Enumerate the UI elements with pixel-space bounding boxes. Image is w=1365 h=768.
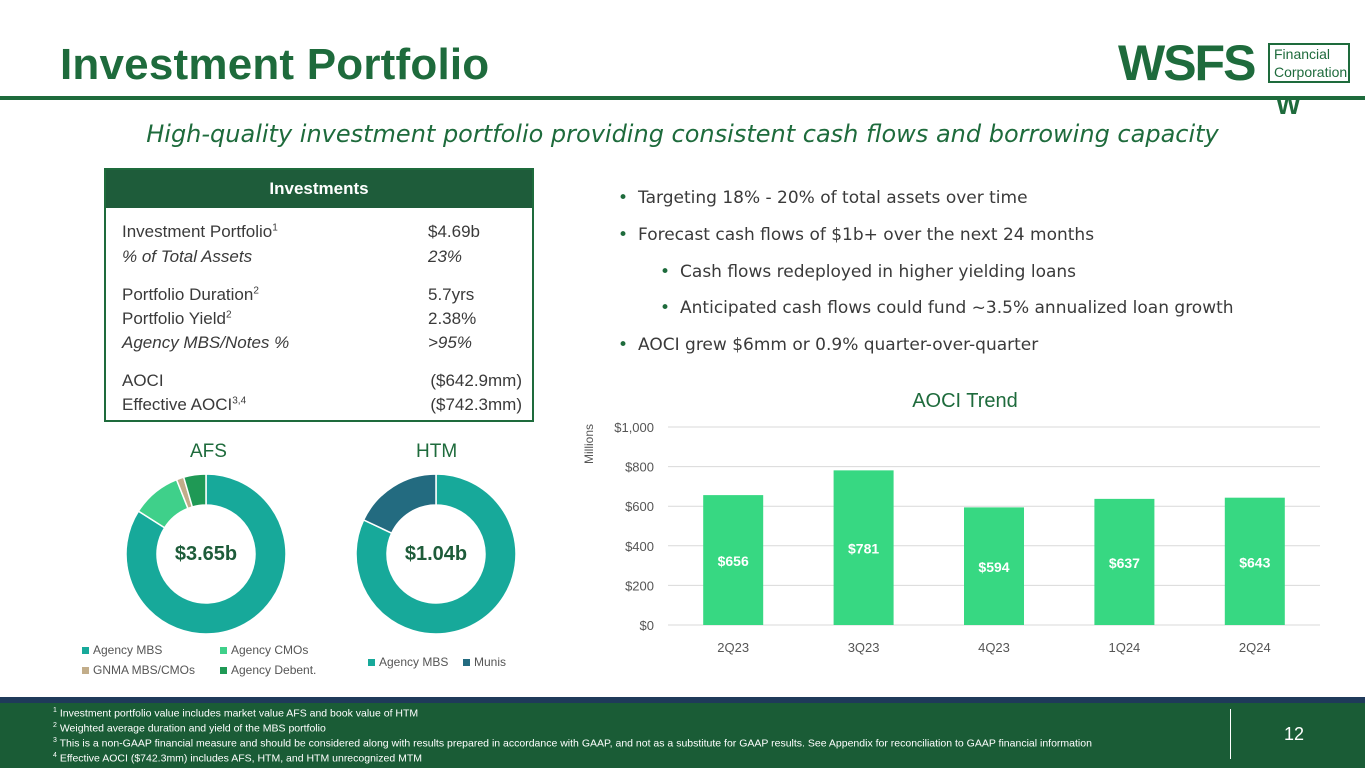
y-tick-label: $200 xyxy=(625,578,654,593)
bar-data-label: $781 xyxy=(848,541,879,557)
htm-slice-agency-mbs xyxy=(356,474,516,634)
bullet-item: • Forecast cash flows of $1b+ over the ne… xyxy=(618,225,1095,245)
bar-2q24 xyxy=(1224,497,1285,625)
y-tick-label: $800 xyxy=(625,460,654,475)
page-number: 12 xyxy=(1284,724,1305,744)
bar-1q24 xyxy=(1094,498,1155,625)
y-tick-label: $1,000 xyxy=(614,420,654,435)
title-rule xyxy=(0,96,1365,100)
bar-2q23 xyxy=(703,495,764,625)
x-tick-label: 2Q24 xyxy=(1239,640,1271,655)
row-value: ($742.3mm) xyxy=(430,395,522,414)
wsfs-logo: WSFS Financial Corporation W xyxy=(1118,35,1353,120)
afs-donut-chart xyxy=(126,474,286,634)
legend-swatch xyxy=(220,647,227,655)
afs-slice-agency-mbs xyxy=(126,474,286,634)
investments-table: Investments Investment Portfolio1 $4.69b… xyxy=(104,168,534,422)
afs-slice-agency-debent- xyxy=(182,474,207,508)
row-label: Investment Portfolio1 xyxy=(122,222,278,241)
page-title: Investment Portfolio xyxy=(60,40,490,89)
htm-slice-munis xyxy=(362,474,437,535)
y-tick-label: $0 xyxy=(640,618,654,633)
row-value: 5.7yrs xyxy=(428,285,475,304)
footer-divider xyxy=(1230,709,1231,759)
legend-swatch xyxy=(82,667,89,675)
row-label: Portfolio Duration2 xyxy=(122,285,259,304)
row-value: $4.69b xyxy=(428,222,480,241)
row-value: 23% xyxy=(428,247,463,266)
bullet-item: • AOCI grew $6mm or 0.9% quarter-over-qua… xyxy=(618,335,1039,355)
footnote-2: 2 Weighted average duration and yield of… xyxy=(53,722,326,735)
y-tick-label: $600 xyxy=(625,499,654,514)
htm-title: HTM xyxy=(416,441,458,462)
x-tick-label: 3Q23 xyxy=(848,640,880,655)
row-label: Portfolio Yield2 xyxy=(122,309,232,328)
row-value: 2.38% xyxy=(428,309,477,328)
row-label: % of Total Assets xyxy=(122,247,253,266)
bullet-item: • Targeting 18% - 20% of total assets ove… xyxy=(618,188,1028,208)
bar-data-label: $594 xyxy=(978,559,1009,575)
legend-swatch xyxy=(82,647,89,655)
logo-line1: Financial xyxy=(1274,46,1331,62)
bar-3q23 xyxy=(833,470,894,625)
x-tick-label: 4Q23 xyxy=(978,640,1010,655)
bullet-subitem: • Cash flows redeployed in higher yieldin… xyxy=(660,262,1077,282)
row-label: Effective AOCI3,4 xyxy=(122,395,247,414)
legend-swatch xyxy=(368,659,375,667)
x-tick-label: 2Q23 xyxy=(717,640,749,655)
htm-legend-agency-mbs: Agency MBS xyxy=(368,655,448,669)
investments-heading: Investments xyxy=(106,170,532,208)
htm-center-label: $1.04b xyxy=(404,543,468,565)
logo-line2: Corporation xyxy=(1274,64,1348,80)
bar-data-label: $637 xyxy=(1109,555,1140,571)
afs-title: AFS xyxy=(190,441,227,462)
bar-data-label: $656 xyxy=(718,553,749,569)
y-axis-label: Millions xyxy=(582,423,596,464)
footnote-1: 1 Investment portfolio value includes ma… xyxy=(53,707,419,720)
htm-donut-chart xyxy=(356,474,516,634)
x-tick-label: 1Q24 xyxy=(1108,640,1140,655)
legend-swatch xyxy=(463,659,470,667)
htm-legend-munis: Munis xyxy=(463,655,506,669)
row-value: ($642.9mm) xyxy=(430,371,522,390)
footer-accent-bar xyxy=(0,697,1365,703)
bullet-subitem: • Anticipated cash flows could fund ~3.5%… xyxy=(660,298,1234,318)
page-subtitle: High-quality investment portfolio provid… xyxy=(146,120,1219,148)
y-tick-label: $400 xyxy=(625,539,654,554)
afs-legend-agency-mbs: Agency MBS xyxy=(82,643,162,657)
footnote-4: 4 Effective AOCI ($742.3mm) includes AFS… xyxy=(53,752,423,765)
footnote-3: 3 This is a non-GAAP financial measure a… xyxy=(53,737,1092,750)
logo-mark: W xyxy=(1276,90,1301,120)
row-label: Agency MBS/Notes % xyxy=(122,333,290,352)
afs-legend-gnma: GNMA MBS/CMOs xyxy=(82,663,195,677)
bar-4q23 xyxy=(964,507,1024,625)
aoci-chart-title: AOCI Trend xyxy=(912,390,1018,412)
legend-swatch xyxy=(220,667,227,675)
footer xyxy=(0,703,1365,768)
afs-legend-agency-debent: Agency Debent. xyxy=(220,663,316,677)
logo-box: Financial Corporation xyxy=(1268,43,1350,83)
row-label: AOCI xyxy=(122,371,164,390)
logo-wordmark: WSFS xyxy=(1118,35,1256,91)
bar-data-label: $643 xyxy=(1239,554,1270,570)
aoci-bar-chart: $0 $200 $400 $600 $800 $1,000 $656 2Q23 $781 3Q23… xyxy=(614,420,1320,655)
row-value: >95% xyxy=(428,333,472,352)
afs-center-label: $3.65b xyxy=(174,543,238,565)
afs-legend-agency-cmos: Agency CMOs xyxy=(220,643,308,657)
